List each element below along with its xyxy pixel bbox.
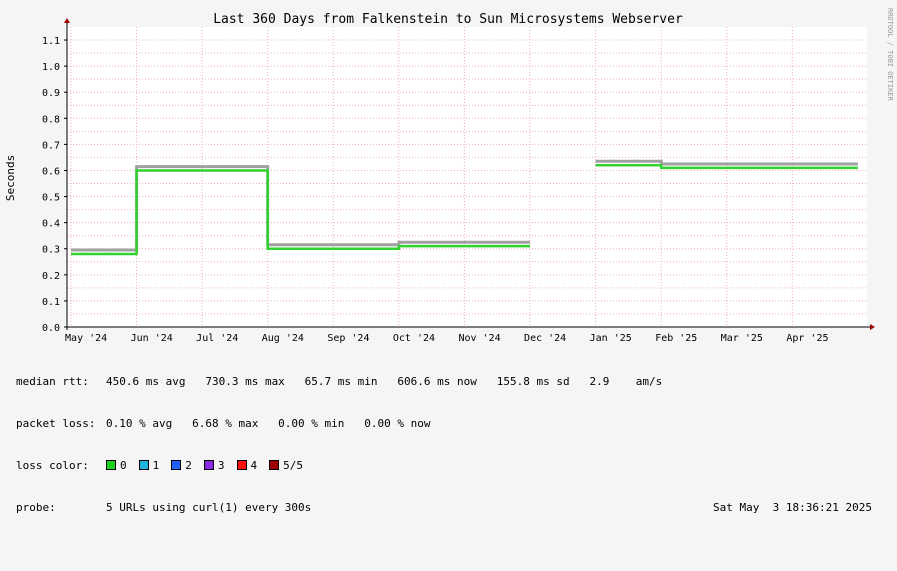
- x-tick-label: Aug '24: [262, 333, 304, 344]
- x-tick-label: May '24: [65, 333, 107, 344]
- loss-color-swatch: [106, 460, 116, 470]
- median-rtt-line: [71, 164, 858, 256]
- y-axis-label: Seconds: [4, 155, 17, 201]
- y-tick-label: 1.1: [42, 36, 60, 47]
- y-tick-label: 0.9: [42, 88, 60, 99]
- median-segment: [595, 164, 858, 170]
- plot-area: [67, 27, 867, 327]
- rrdtool-credit: RRDTOOL / TOBI OETIKER: [886, 8, 894, 102]
- loss-color-item: 2: [171, 459, 192, 472]
- loss-color-label-text: 5/5: [283, 459, 303, 472]
- y-tick-label: 0.5: [42, 193, 60, 204]
- loss-color-swatches: 0 1 2 3 4 5/5: [106, 459, 315, 473]
- timestamp: Sat May 3 18:36:21 2025: [713, 501, 872, 514]
- x-tick-label: Feb '25: [655, 333, 697, 344]
- axes: [64, 18, 875, 330]
- loss-color-item: 1: [138, 459, 160, 472]
- loss-values: 0.10 % avg 6.68 % max 0.00 % min 0.00 % …: [106, 417, 431, 430]
- loss-color-swatch: [138, 460, 149, 470]
- rtt-values: 450.6 ms avg 730.3 ms max 65.7 ms min 60…: [106, 375, 663, 388]
- y-tick-label: 0.6: [42, 166, 60, 177]
- smoke-segment: [595, 159, 858, 166]
- loss-color-label-text: 3: [217, 459, 225, 472]
- x-tick-label: Nov '24: [458, 333, 500, 344]
- legend: median rtt: 450.6 ms avg 730.3 ms max 65…: [16, 347, 872, 529]
- loss-color-label-text: 0: [120, 459, 127, 472]
- rtt-stats-row: median rtt: 450.6 ms avg 730.3 ms max 65…: [16, 375, 662, 389]
- rtt-label: median rtt:: [16, 375, 89, 388]
- loss-color-label-text: 1: [152, 459, 160, 472]
- x-tick-labels: May '24 Jun '24 Jul '24 Aug '24 Sep '24 Oct '…: [65, 333, 828, 344]
- smokeping-chart: 0.0 0.1 0.2 0.3 0.4 0.5 0.6 0.7 0.8 0.9 1.0 1.1 May…: [4, 8, 894, 344]
- loss-color-swatch: [236, 460, 247, 470]
- loss-color-item: 4: [236, 459, 258, 472]
- x-tick-label: Mar '25: [721, 333, 763, 344]
- x-tick-label: Jan '25: [590, 333, 632, 344]
- loss-color-label-text: 2: [185, 459, 192, 472]
- median-segment: [71, 169, 530, 256]
- x-tick-label: Dec '24: [524, 333, 566, 344]
- y-tick-label: 0.1: [42, 297, 60, 308]
- x-tick-label: Jul '24: [196, 333, 238, 344]
- y-axis-arrow: [64, 18, 70, 23]
- probe-label: probe:: [16, 501, 56, 514]
- y-tick-label: 0.7: [42, 140, 60, 151]
- y-tick-labels: 0.0 0.1 0.2 0.3 0.4 0.5 0.6 0.7 0.8 0.9 1.0 1.1: [42, 36, 60, 334]
- grid: [67, 27, 867, 327]
- y-tick-label: 0.2: [42, 271, 60, 282]
- x-tick-label: Oct '24: [393, 333, 435, 344]
- loss-color-row: loss color: 0 1 2 3 4 5/5: [16, 459, 303, 473]
- loss-color-item: 5/5: [269, 459, 303, 472]
- probe-row: probe: 5 URLs using curl(1) every 300s S…: [16, 501, 872, 515]
- loss-color-item: 3: [203, 459, 225, 472]
- y-tick-label: 0.0: [42, 323, 60, 334]
- loss-color-item: 0: [106, 459, 127, 472]
- x-tick-label: Jun '24: [131, 333, 173, 344]
- loss-label: packet loss:: [16, 417, 96, 430]
- x-axis-arrow: [870, 324, 875, 330]
- y-tick-label: 1.0: [42, 62, 60, 73]
- probe-value: 5 URLs using curl(1) every 300s: [106, 501, 312, 514]
- loss-stats-row: packet loss: 0.10 % avg 6.68 % max 0.00 …: [16, 417, 431, 431]
- loss-color-label-text: 4: [250, 459, 258, 472]
- x-tick-label: Apr '25: [786, 333, 828, 344]
- x-tick-label: Sep '24: [327, 333, 369, 344]
- y-tick-label: 0.3: [42, 245, 60, 256]
- y-tick-label: 0.4: [42, 219, 60, 230]
- loss-color-swatch: [171, 460, 182, 470]
- loss-color-swatch: [203, 460, 214, 470]
- chart-title: Last 360 Days from Falkenstein to Sun Mi…: [213, 12, 683, 27]
- loss-color-label: loss color:: [16, 459, 89, 472]
- y-tick-label: 0.8: [42, 114, 60, 125]
- loss-color-swatch: [269, 460, 280, 470]
